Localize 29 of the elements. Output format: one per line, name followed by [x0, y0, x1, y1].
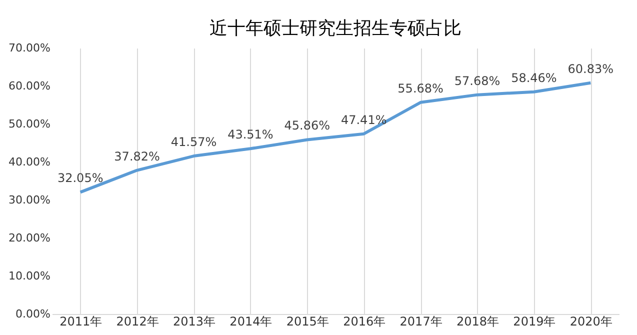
y-tick-label: 20.00%	[8, 232, 50, 244]
y-tick-label: 60.00%	[8, 80, 50, 92]
x-tick-label: 2012年	[116, 314, 159, 328]
data-label: 45.86%	[284, 118, 330, 133]
data-label: 47.41%	[340, 112, 387, 127]
data-label: 60.83%	[568, 62, 614, 76]
data-label: 32.05%	[57, 171, 104, 186]
x-tick-label: 2019年	[513, 314, 556, 328]
x-tick-label: 2020年	[570, 314, 612, 328]
x-tick-label: 2015年	[286, 314, 329, 328]
data-label: 41.57%	[170, 135, 217, 150]
y-tick-label: 40.00%	[8, 156, 50, 168]
x-tick-label: 2017年	[400, 314, 442, 328]
x-tick-label: 2014年	[230, 314, 272, 328]
x-tick-label: 2013年	[172, 314, 216, 328]
y-tick-label: 30.00%	[8, 194, 50, 206]
x-tick-label: 2018年	[456, 314, 500, 328]
y-tick-label: 70.00%	[8, 42, 50, 54]
x-tick-label: 2011年	[60, 314, 102, 328]
y-tick-label: 10.00%	[8, 270, 50, 282]
x-tick-label: 2016年	[343, 314, 386, 328]
y-tick-label: 0.00%	[16, 308, 50, 320]
chart-title: 近十年硕士研究生招生专硕占比	[210, 18, 462, 39]
data-label: 37.82%	[114, 149, 160, 164]
data-label: 58.46%	[511, 70, 557, 85]
data-label: 55.68%	[398, 81, 444, 96]
data-label: 43.51%	[228, 128, 274, 142]
data-label: 57.68%	[454, 74, 500, 88]
y-tick-label: 50.00%	[8, 118, 50, 130]
